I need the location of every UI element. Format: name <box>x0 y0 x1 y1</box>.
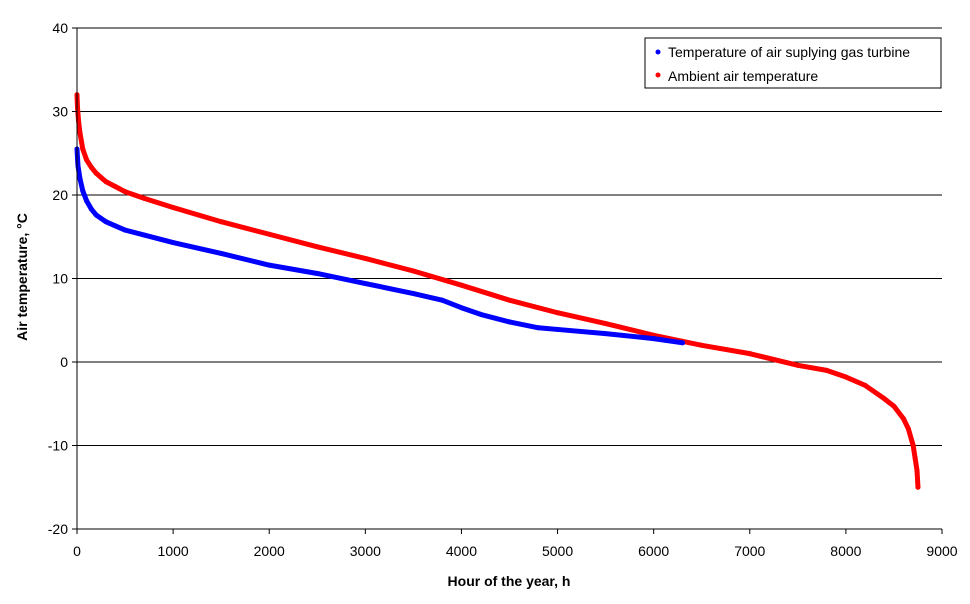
x-tick-label: 1000 <box>158 543 189 559</box>
series-1-point <box>901 416 907 422</box>
legend-label-ambient-air: Ambient air temperature <box>668 68 818 84</box>
series-0-point <box>478 311 484 317</box>
series-line-0 <box>74 146 685 346</box>
y-tick-label: -20 <box>48 521 68 537</box>
x-tick-label: 2000 <box>254 543 285 559</box>
legend-marker-red <box>655 72 661 78</box>
series-0-point <box>535 325 541 331</box>
series-1-point <box>507 297 512 303</box>
y-axis-title: Air temperature, °C <box>14 213 30 341</box>
series-1-point <box>914 468 920 474</box>
series-1-point <box>80 146 86 152</box>
series-1-point <box>795 362 801 368</box>
axes <box>72 27 943 534</box>
series-1-point <box>862 382 868 388</box>
series-1-point <box>910 443 916 448</box>
series-1-point <box>905 426 911 432</box>
series-0-point <box>314 270 320 276</box>
legend-label-supply-air: Temperature of air suplying gas turbine <box>668 44 910 60</box>
series-0-point <box>141 232 147 238</box>
series-1-point <box>458 282 464 288</box>
series-1-point <box>314 244 320 250</box>
tick-labels: -20 -10 0 10 20 30 40 0 1000 2000 3000 4000 5000 6000… <box>48 20 958 559</box>
series-1-point <box>103 179 109 185</box>
series-0-point <box>170 240 176 246</box>
y-tick-label: 30 <box>52 104 68 120</box>
y-tick-label: 0 <box>60 354 68 370</box>
series-1-point <box>881 396 887 402</box>
x-tick-label: 0 <box>73 543 81 559</box>
series-0-point <box>77 175 83 181</box>
series-0-point <box>122 227 128 233</box>
legend-marker-blue <box>655 49 661 55</box>
y-tick-label: 40 <box>52 20 68 36</box>
series-1-point <box>912 455 918 461</box>
series-1-point <box>170 205 176 211</box>
series-1-point <box>362 255 368 261</box>
series-0-point <box>266 262 272 268</box>
series-1-point <box>141 195 147 201</box>
series-1-point <box>93 170 99 176</box>
series-1-point <box>77 129 83 135</box>
series-1-point <box>843 374 849 380</box>
series-0-point <box>218 250 224 256</box>
series-0-point <box>680 340 685 346</box>
series-0-point <box>93 212 99 218</box>
series-0-point <box>75 163 81 169</box>
series-1-point <box>699 342 705 348</box>
x-tick-label: 4000 <box>446 543 477 559</box>
series-0-point <box>112 223 118 229</box>
y-tick-label: -10 <box>48 438 68 454</box>
x-tick-label: 9000 <box>926 543 957 559</box>
x-tick-label: 8000 <box>830 543 861 559</box>
series-1-point <box>915 484 921 490</box>
series-0-point <box>84 198 90 204</box>
series-0-point <box>507 319 512 325</box>
series-0-point <box>88 206 94 212</box>
series-1-point <box>410 268 416 274</box>
series-1-point <box>747 351 753 357</box>
series-0-point <box>651 336 657 342</box>
series-1-point <box>824 367 830 373</box>
x-tick-label: 6000 <box>638 543 669 559</box>
series-1-point <box>266 231 272 237</box>
series-0-point <box>80 188 86 194</box>
series-1-point <box>555 310 561 316</box>
legend-box <box>644 37 942 89</box>
series-0-point <box>362 281 368 287</box>
x-tick-label: 5000 <box>542 543 573 559</box>
series-1-point <box>122 189 128 195</box>
series-0-point <box>458 305 464 311</box>
gridlines <box>77 27 942 530</box>
series-1-point <box>218 219 224 225</box>
series-1-point <box>112 184 118 190</box>
y-tick-label: 10 <box>52 271 68 287</box>
legend: Temperature of air suplying gas turbine … <box>644 37 942 89</box>
x-tick-label: 3000 <box>350 543 381 559</box>
y-tick-label: 20 <box>52 187 68 203</box>
series-1-point <box>88 164 94 170</box>
series-1-point <box>891 403 897 409</box>
series-0-point <box>603 331 609 337</box>
series-0-point <box>410 291 416 297</box>
x-tick-label: 7000 <box>734 543 765 559</box>
series-0-point <box>103 219 109 225</box>
series-layer <box>74 92 921 490</box>
series-1-point <box>84 157 90 163</box>
series-0-point <box>439 297 445 303</box>
series-0-point <box>555 326 561 332</box>
series-1-point <box>603 321 609 327</box>
series-line-1 <box>74 92 921 490</box>
x-axis-title: Hour of the year, h <box>448 573 571 589</box>
